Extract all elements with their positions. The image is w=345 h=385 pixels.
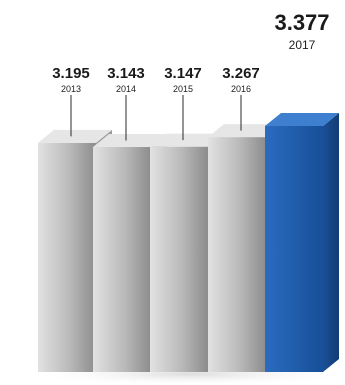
bar-2017 — [265, 126, 323, 372]
value-label-2014: 3.143 — [107, 65, 145, 82]
bars-group — [38, 95, 339, 372]
bar-2013 — [38, 142, 96, 372]
value-label-2016: 3.267 — [222, 65, 260, 82]
year-label-2016: 2016 — [231, 84, 251, 94]
bar-top-2017 — [265, 113, 339, 126]
year-label-2015: 2015 — [173, 84, 193, 94]
bar-2014 — [93, 147, 151, 372]
bar-top-2014 — [93, 134, 167, 147]
bar-2016 — [208, 137, 266, 372]
value-label-2015: 3.147 — [164, 65, 202, 82]
year-label-2014: 2014 — [116, 84, 136, 94]
bar-top-2016 — [208, 124, 282, 138]
bar-top-2015 — [150, 133, 224, 147]
bar-2015 — [150, 146, 208, 372]
labels-group: 3.195 2013 3.143 2014 3.147 2015 3.267 2016 3.37… — [52, 10, 329, 94]
value-label-2013: 3.195 — [52, 65, 90, 82]
year-label-2017: 2017 — [289, 38, 316, 52]
year-label-2013: 2013 — [61, 84, 81, 94]
value-label-2017: 3.377 — [274, 10, 329, 35]
bar-top-2013 — [38, 129, 112, 143]
bar-side-2017 — [323, 113, 339, 372]
